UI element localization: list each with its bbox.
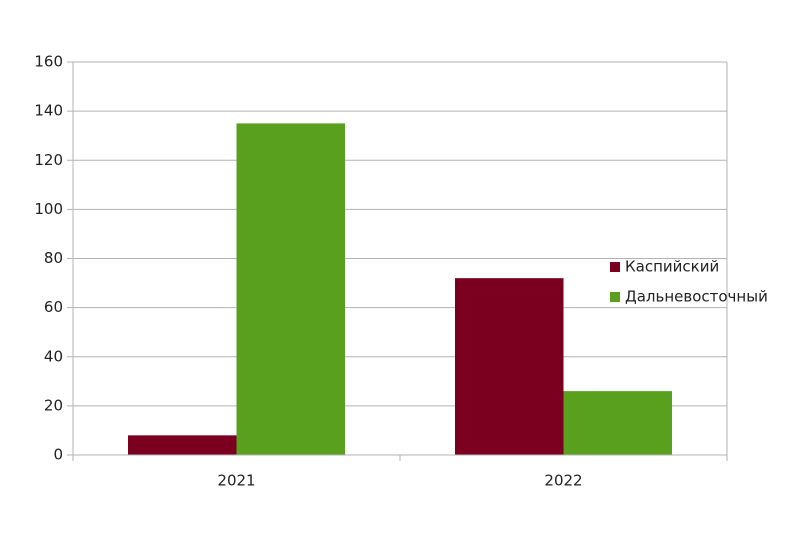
y-tick-label: 100 [34,200,63,218]
bar [236,123,345,455]
y-tick-label: 20 [44,396,63,414]
bar [455,278,564,455]
y-tick-label: 60 [44,298,63,316]
y-tick-label: 120 [34,151,63,169]
y-tick-label: 0 [53,446,63,464]
bar [563,391,672,455]
y-tick-label: 80 [44,249,63,267]
bar [128,435,237,455]
y-tick-label: 40 [44,347,63,365]
legend-swatch [610,292,620,302]
x-tick-label: 2021 [217,472,255,490]
y-tick-label: 140 [34,102,63,120]
legend-label: Каспийский [625,258,719,276]
x-tick-label: 2022 [544,472,582,490]
legend-swatch [610,262,620,272]
y-tick-label: 160 [34,53,63,71]
legend-label: Дальневосточный [625,288,768,306]
